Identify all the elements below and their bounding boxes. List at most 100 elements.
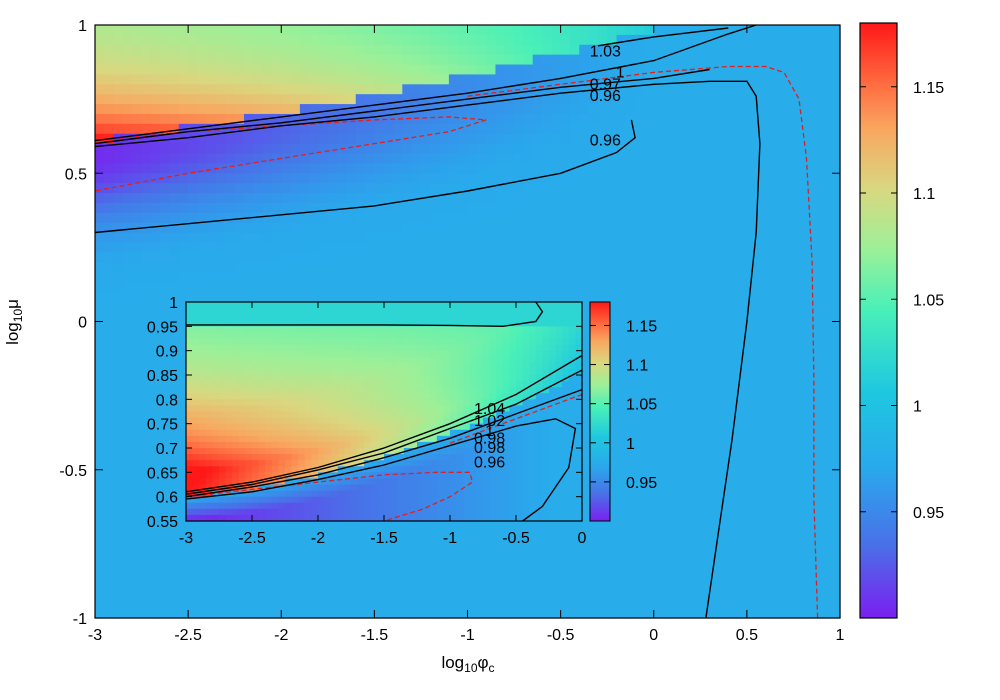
heat-cell — [299, 84, 310, 95]
heat-cell — [523, 104, 534, 115]
heat-cell — [607, 380, 618, 392]
heat-cell — [216, 153, 226, 164]
heat-cell — [718, 390, 729, 402]
heat-cell — [197, 568, 208, 580]
heat-cell — [160, 598, 171, 609]
heat-cell — [523, 568, 534, 580]
heat-cell — [197, 34, 208, 46]
heat-cell — [625, 212, 636, 224]
heat-cell — [495, 232, 506, 244]
heat-cell — [756, 331, 767, 342]
heat-cell — [700, 321, 711, 332]
heat-cell — [411, 123, 422, 135]
heat-cell — [113, 113, 124, 125]
heat-cell — [793, 84, 804, 95]
heat-cell — [122, 341, 133, 352]
heat-cell — [691, 321, 701, 332]
heat-cell — [365, 222, 375, 234]
heat-cell — [476, 529, 487, 540]
heat-cell — [197, 104, 208, 115]
heat-cell — [281, 64, 292, 76]
heat-cell — [150, 104, 161, 115]
heat-cell — [122, 499, 133, 510]
heat-cell — [150, 212, 161, 224]
heat-cell — [802, 499, 813, 510]
heat-cell — [355, 588, 366, 599]
heat-cell — [523, 34, 534, 46]
heat-cell — [113, 370, 124, 382]
heat-cell — [663, 25, 673, 36]
heat-cell — [309, 123, 320, 135]
heat-cell — [262, 608, 273, 619]
heat-cell — [355, 262, 366, 273]
heat-cell — [691, 153, 701, 164]
heat-cell — [113, 281, 124, 293]
heat-cell — [607, 469, 618, 481]
heat-cell — [616, 173, 627, 184]
heat-cell — [337, 588, 348, 599]
heat-cell — [653, 440, 664, 451]
heat-cell — [411, 242, 422, 253]
heat-cell — [616, 351, 627, 362]
heat-cell — [802, 94, 813, 105]
heat-cell — [560, 558, 571, 570]
heat-cell — [95, 479, 105, 491]
heat-cell — [597, 212, 608, 224]
heat-cell — [132, 440, 143, 451]
heat-cell — [225, 242, 236, 253]
heat-cell — [672, 34, 683, 46]
heat-cell — [560, 104, 571, 115]
heat-cell — [774, 351, 785, 362]
heat-cell — [728, 489, 739, 500]
heat-cell — [178, 222, 189, 234]
heat-cell — [560, 588, 571, 599]
heat-cell — [523, 113, 534, 125]
heat-cell — [635, 212, 646, 224]
heat-cell — [709, 529, 720, 540]
heat-cell — [737, 420, 748, 431]
heat-cell — [560, 272, 571, 283]
heat-cell — [132, 509, 143, 520]
heat-cell — [607, 133, 618, 145]
heat-cell — [150, 449, 161, 461]
heat-cell — [784, 519, 795, 530]
heat-cell — [551, 232, 562, 244]
heat-cell — [150, 202, 161, 214]
heat-cell — [784, 489, 795, 500]
heat-cell — [616, 410, 627, 421]
heat-cell — [281, 529, 292, 540]
heat-cell — [458, 281, 469, 293]
heat-cell — [728, 538, 739, 550]
heat-cell — [262, 64, 273, 76]
heat-cell — [206, 202, 217, 214]
heat-cell — [793, 558, 804, 570]
heat-cell — [141, 341, 152, 352]
heat-cell — [327, 163, 338, 174]
heat-cell — [122, 143, 133, 155]
heat-cell — [551, 568, 562, 580]
heat-cell — [784, 34, 795, 46]
heat-cell — [495, 529, 506, 540]
heat-cell — [281, 598, 292, 609]
heat-cell — [132, 558, 143, 570]
heat-cell — [374, 25, 385, 36]
heat-cell — [784, 578, 795, 589]
heat-cell — [569, 104, 580, 115]
heat-cell — [718, 44, 729, 56]
heat-cell — [439, 222, 450, 234]
heat-cell — [411, 232, 422, 244]
heat-cell — [691, 489, 701, 500]
heat-cell — [616, 370, 627, 382]
heat-cell — [486, 529, 497, 540]
heat-cell — [206, 242, 217, 253]
heat-cell — [663, 440, 673, 451]
heat-cell — [393, 104, 403, 115]
heat-cell — [737, 291, 748, 303]
heat-cell — [327, 54, 338, 66]
heat-cell — [476, 538, 487, 550]
heat-cell — [318, 25, 329, 36]
heat-cell — [309, 143, 320, 155]
heat-cell — [821, 459, 832, 471]
heat-cell — [188, 193, 199, 204]
heat-cell — [728, 202, 739, 214]
